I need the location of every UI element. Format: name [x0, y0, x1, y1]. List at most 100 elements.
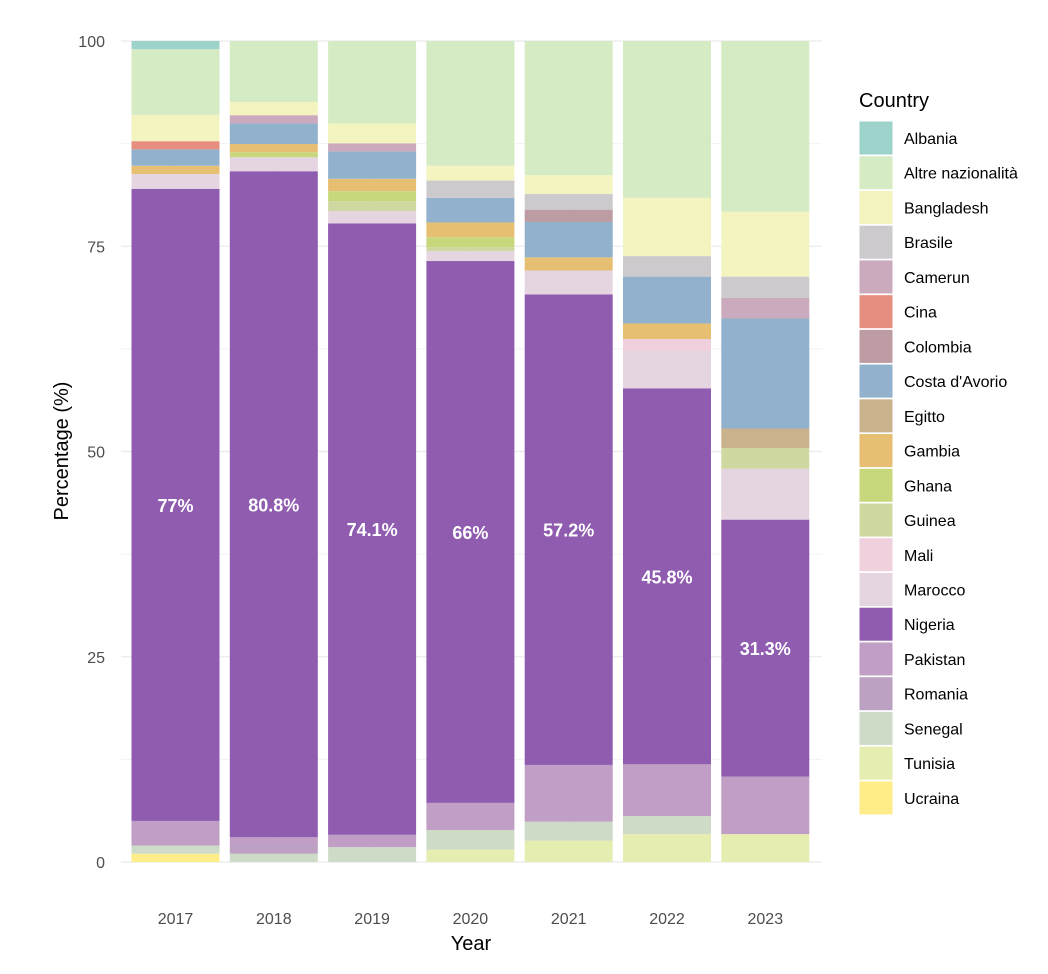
data-label-2019: 74.1% [347, 520, 398, 540]
legend-label-marocco: Marocco [904, 582, 965, 599]
bar-segment-nigeria-2020 [426, 261, 515, 803]
bar-segment-pakistan-2019 [328, 834, 417, 848]
bar-segment-gambia-2022 [623, 323, 711, 340]
legend-label-gambia: Gambia [904, 444, 960, 461]
x-tick-label: 2017 [158, 911, 194, 928]
bar-segment-marocco-2021 [524, 270, 613, 295]
bar-segment-ghana-2018 [229, 152, 318, 158]
legend-label-mali: Mali [904, 548, 933, 565]
bar-segment-nigeria-2018 [229, 171, 318, 838]
bar-segment-costa-d-avorio-2023 [721, 318, 810, 429]
legend-label-colombia: Colombia [904, 339, 972, 356]
legend: Country Albania Altre nazionalità Banglade… [858, 90, 1018, 816]
data-label-2017: 77% [157, 496, 193, 516]
legend-key-bangladesh [858, 189, 894, 225]
legend-key-tunisia [858, 745, 894, 781]
bar-segment-marocco-2019 [328, 210, 417, 224]
bar-segment-gambia-2017 [131, 165, 220, 175]
bar-segment-pakistan-2018 [229, 837, 318, 846]
legend-key-romania [858, 676, 894, 712]
legend-label-tunisia: Tunisia [904, 756, 955, 773]
bar-segment-guinea-2019 [328, 201, 417, 211]
bar-segment-pakistan-2020 [426, 802, 515, 830]
bar-segment-bangladesh-2017 [131, 114, 220, 142]
bar-segment-guinea-2020 [426, 247, 515, 252]
legend-key-gambia [858, 433, 894, 469]
bar-segment-brasile-2020 [426, 180, 515, 198]
bar-segment-altre-nazionalit--2022 [623, 41, 711, 198]
x-tick-label: 2021 [551, 911, 587, 928]
legend-label-bangladesh: Bangladesh [904, 200, 989, 217]
bar-segment-mali-2022 [623, 339, 711, 351]
y-axis-title: Percentage (%) [51, 382, 73, 521]
bar-segment-ghana-2020 [426, 237, 515, 248]
data-label-2022: 45.8% [641, 567, 692, 587]
bar-segment-costa-d-avorio-2019 [328, 151, 417, 179]
bar-segment-senegal-2021 [524, 821, 613, 841]
bar-segment-altre-nazionalit--2017 [131, 49, 220, 115]
data-label-2023: 31.3% [740, 639, 791, 659]
y-tick-label: 50 [87, 445, 105, 462]
data-label-2018: 80.8% [248, 495, 299, 515]
bar-segment-camerun-2018 [229, 115, 318, 124]
bar-segment-senegal-2017 [131, 845, 220, 854]
bar-segment-camerun-2023 [721, 297, 810, 319]
legend-label-egitto: Egitto [904, 409, 945, 426]
bar-segment-senegal-2019 [328, 847, 417, 862]
bar-segment-tunisia-2023 [721, 834, 810, 862]
legend-key-ghana [858, 467, 894, 503]
legend-label-cina: Cina [904, 305, 937, 322]
bar-segment-costa-d-avorio-2021 [524, 221, 613, 258]
legend-label-pakistan: Pakistan [904, 652, 965, 669]
bar-segment-senegal-2020 [426, 829, 515, 850]
bar-segment-albania-2017 [131, 41, 220, 50]
bar-segment-brasile-2021 [524, 194, 613, 210]
legend-key-nigeria [858, 606, 894, 642]
legend-key-guinea [858, 502, 894, 538]
x-tick-label: 2023 [748, 911, 784, 928]
bar-segment-marocco-2023 [721, 468, 810, 520]
legend-label-ghana: Ghana [904, 478, 952, 495]
legend-label-nigeria: Nigeria [904, 617, 955, 634]
data-label-2020: 66% [452, 523, 488, 543]
legend-key-marocco [858, 571, 894, 607]
legend-label-camerun: Camerun [904, 270, 970, 287]
x-tick-label: 2019 [354, 911, 390, 928]
bar-segment-nigeria-2019 [328, 223, 417, 835]
bar-segment-pakistan-2023 [721, 776, 810, 835]
bar-segment-gambia-2018 [229, 144, 318, 153]
bar-segment-tunisia-2020 [426, 849, 515, 862]
bar-segment-marocco-2020 [426, 251, 515, 262]
bar-segment-senegal-2018 [229, 853, 318, 862]
bar-segment-tunisia-2021 [524, 840, 613, 862]
bar-segment-altre-nazionalit--2018 [229, 41, 318, 102]
legend-key-camerun [858, 259, 894, 295]
bar-segment-bangladesh-2018 [229, 101, 318, 116]
bar-segment-egitto-2023 [721, 428, 810, 449]
x-tick-label: 2018 [256, 911, 292, 928]
bar-segment-guinea-2023 [721, 448, 810, 469]
bar-segment-brasile-2023 [721, 276, 810, 298]
bar-data-labels: 77% 80.8% 74.1% 66% 57.2% 45.8% 31.3% [157, 495, 790, 659]
bar-segment-altre-nazionalit--2023 [721, 41, 810, 212]
bar-segment-pakistan-2022 [623, 764, 711, 817]
bar-segment-pakistan-2021 [524, 764, 613, 822]
bar-segment-nigeria-2017 [131, 188, 220, 821]
bar-segment-altre-nazionalit--2020 [426, 41, 515, 166]
legend-key-altre-nazionalit- [858, 155, 894, 191]
bar-segment-brasile-2022 [623, 256, 711, 277]
bar-segment-costa-d-avorio-2020 [426, 197, 515, 223]
legend-key-senegal [858, 710, 894, 746]
legend-key-mali [858, 537, 894, 573]
x-tick-label: 2020 [453, 911, 489, 928]
bar-segment-nigeria-2021 [524, 294, 613, 765]
legend-label-senegal: Senegal [904, 721, 963, 738]
legend-key-cina [858, 294, 894, 330]
bar-segment-gambia-2021 [524, 257, 613, 271]
legend-key-albania [858, 120, 894, 156]
bar-segment-ucraina-2017 [131, 853, 220, 862]
x-axis-title: Year [451, 933, 492, 955]
bar-segment-gambia-2020 [426, 222, 515, 238]
